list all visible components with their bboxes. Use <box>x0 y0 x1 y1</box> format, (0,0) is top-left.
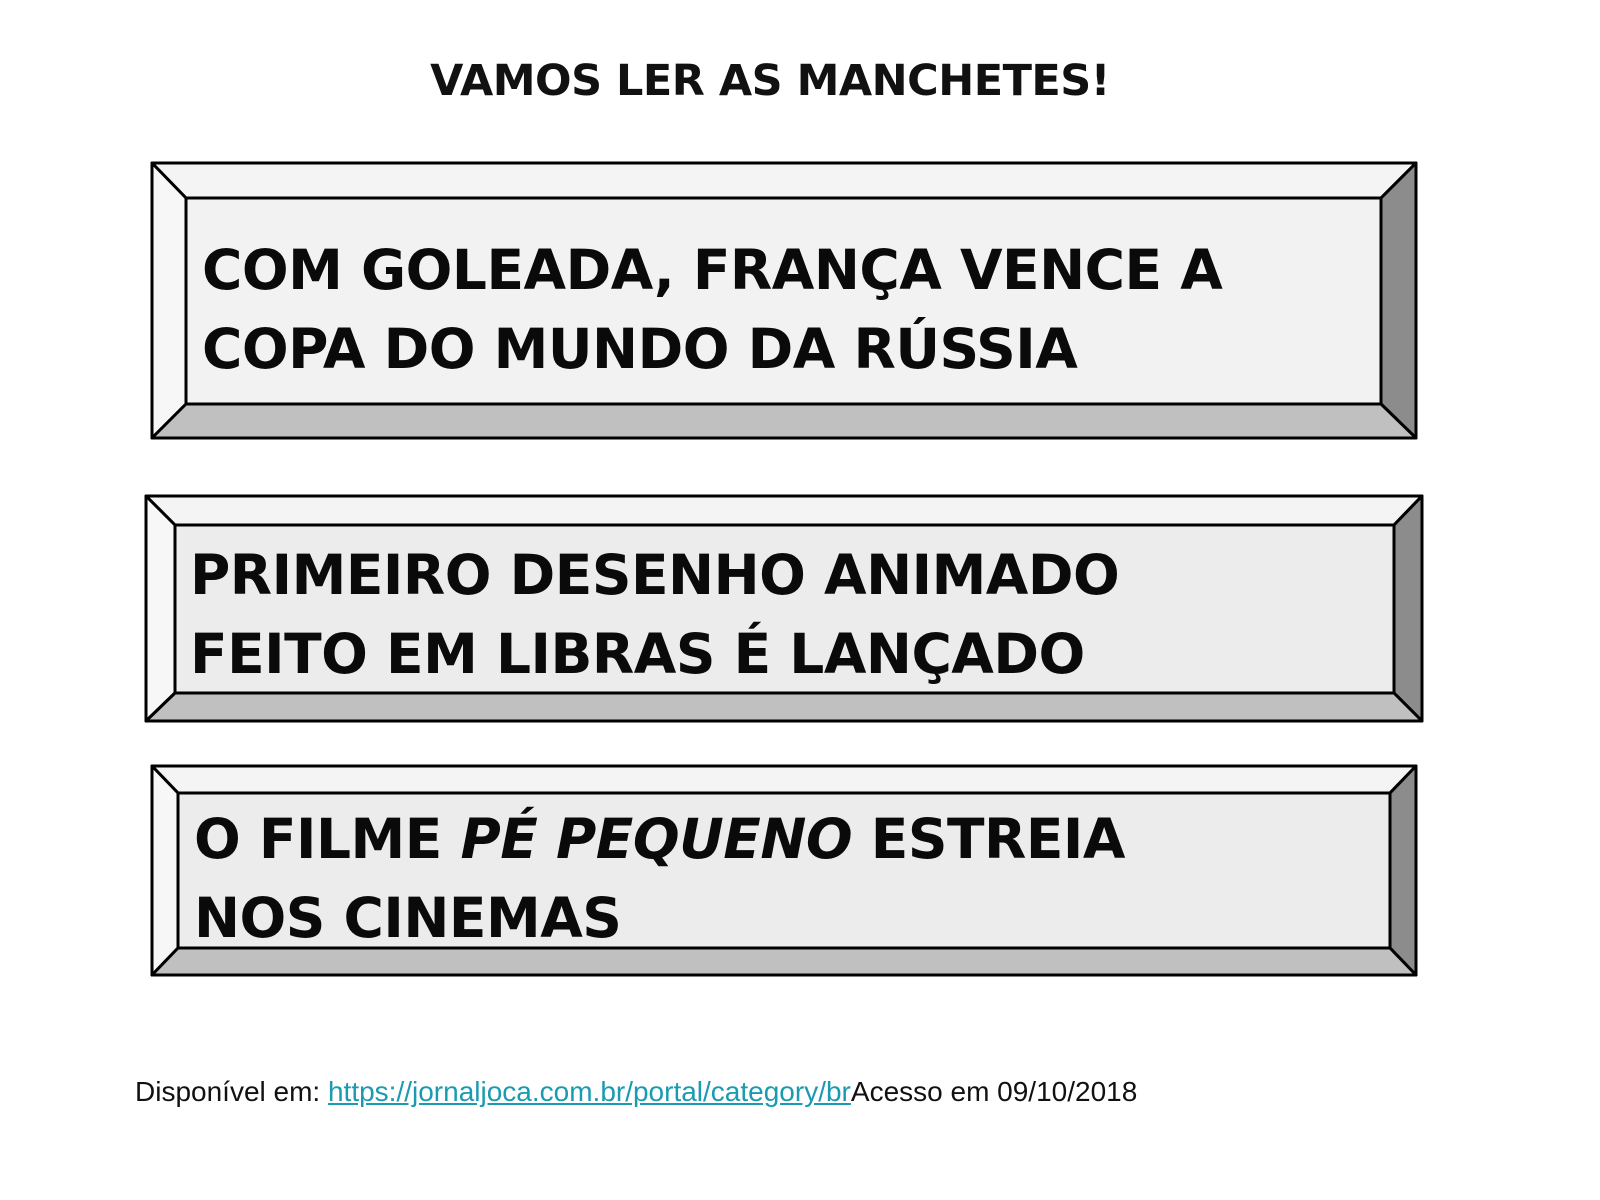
headline-box-2: PRIMEIRO DESENHO ANIMADO FEITO EM LIBRAS… <box>144 494 1424 723</box>
headline-line: PRIMEIRO DESENHO ANIMADO <box>190 543 1120 607</box>
headline-text: PRIMEIRO DESENHO ANIMADO FEITO EM LIBRAS… <box>190 536 1120 694</box>
access-date: Acesso em 09/10/2018 <box>850 1076 1138 1107</box>
headline-fragment: O FILME <box>194 807 461 871</box>
headline-line: FEITO EM LIBRAS É LANÇADO <box>190 622 1085 686</box>
movie-title: PÉ PEQUENO <box>460 807 853 871</box>
source-prefix: Disponível em: <box>135 1076 328 1107</box>
headline-line: O FILME PÉ PEQUENO ESTREIA <box>194 800 1125 879</box>
page-title: VAMOS LER AS MANCHETES! <box>430 56 1110 106</box>
bevel-frame <box>150 764 1418 977</box>
bevel-frame <box>150 161 1418 440</box>
headline-text: COM GOLEADA, FRANÇA VENCE A COPA DO MUND… <box>202 231 1223 389</box>
headline-line: COM GOLEADA, FRANÇA VENCE A <box>202 238 1223 302</box>
bevel-frame <box>144 494 1424 723</box>
headline-text: O FILME PÉ PEQUENO ESTREIA NOS CINEMAS <box>194 800 1125 958</box>
source-footer: Disponível em: https://jornaljoca.com.br… <box>135 1076 1137 1108</box>
source-link[interactable]: https://jornaljoca.com.br/portal/categor… <box>327 1076 851 1107</box>
headline-line: COPA DO MUNDO DA RÚSSIA <box>202 317 1078 381</box>
headline-fragment: ESTREIA <box>852 807 1126 871</box>
headline-line: NOS CINEMAS <box>194 886 622 950</box>
headline-box-3: O FILME PÉ PEQUENO ESTREIA NOS CINEMAS <box>150 764 1418 977</box>
headline-box-1: COM GOLEADA, FRANÇA VENCE A COPA DO MUND… <box>150 161 1418 440</box>
